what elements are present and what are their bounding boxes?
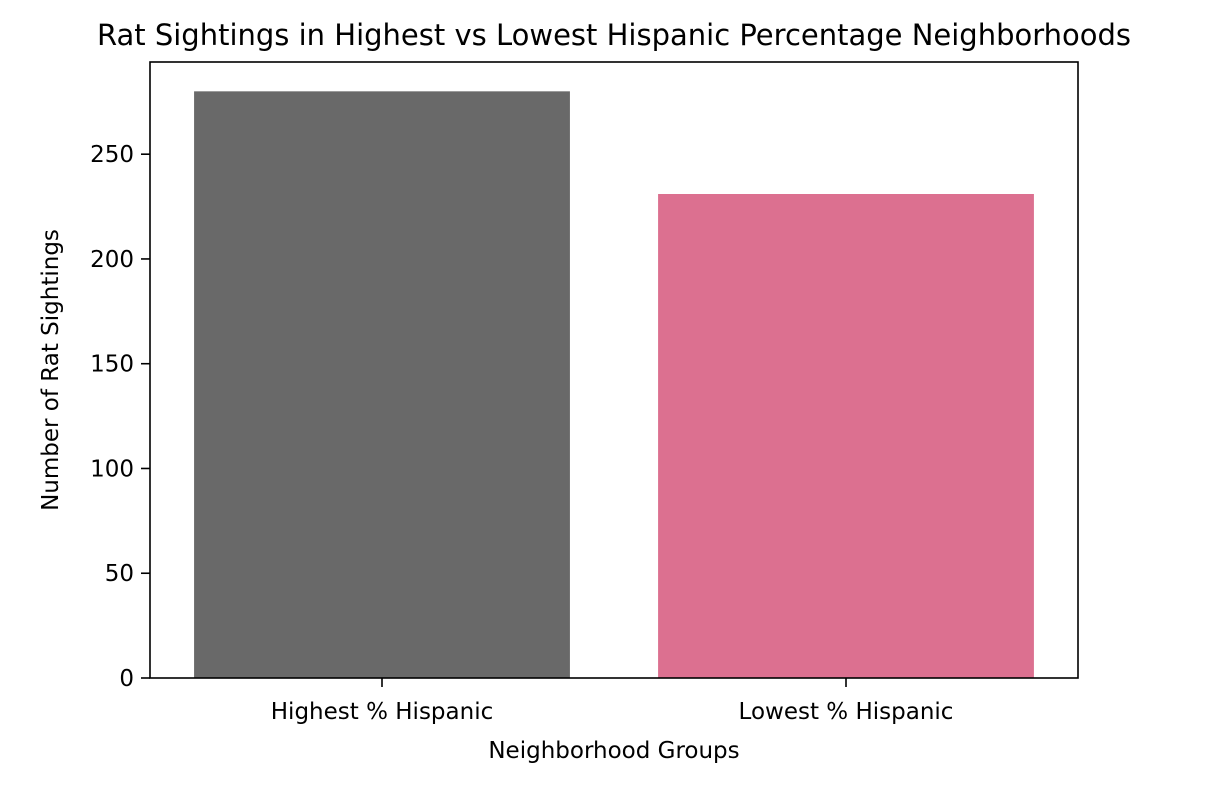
- y-axis: 0 50 100 150 200 250: [90, 142, 150, 692]
- x-tick-label-1: Lowest % Hispanic: [739, 699, 954, 725]
- y-axis-label: Number of Rat Sightings: [38, 229, 64, 511]
- y-tick-label-0: 0: [119, 666, 134, 692]
- y-tick-label-1: 50: [105, 561, 134, 587]
- chart-title: Rat Sightings in Highest vs Lowest Hispa…: [97, 18, 1131, 52]
- bar-0: [194, 91, 570, 679]
- y-tick-label-3: 150: [90, 352, 134, 378]
- bars-group: [194, 91, 1034, 679]
- plot-frame: [149, 61, 1079, 679]
- y-tick-label-4: 200: [90, 247, 134, 273]
- x-axis: Highest % Hispanic Lowest % Hispanic: [271, 678, 954, 725]
- x-tick-label-0: Highest % Hispanic: [271, 699, 493, 725]
- x-axis-label: Neighborhood Groups: [488, 738, 739, 764]
- bar-1: [658, 194, 1034, 678]
- y-tick-label-5: 250: [90, 142, 134, 168]
- y-tick-label-2: 100: [90, 456, 134, 482]
